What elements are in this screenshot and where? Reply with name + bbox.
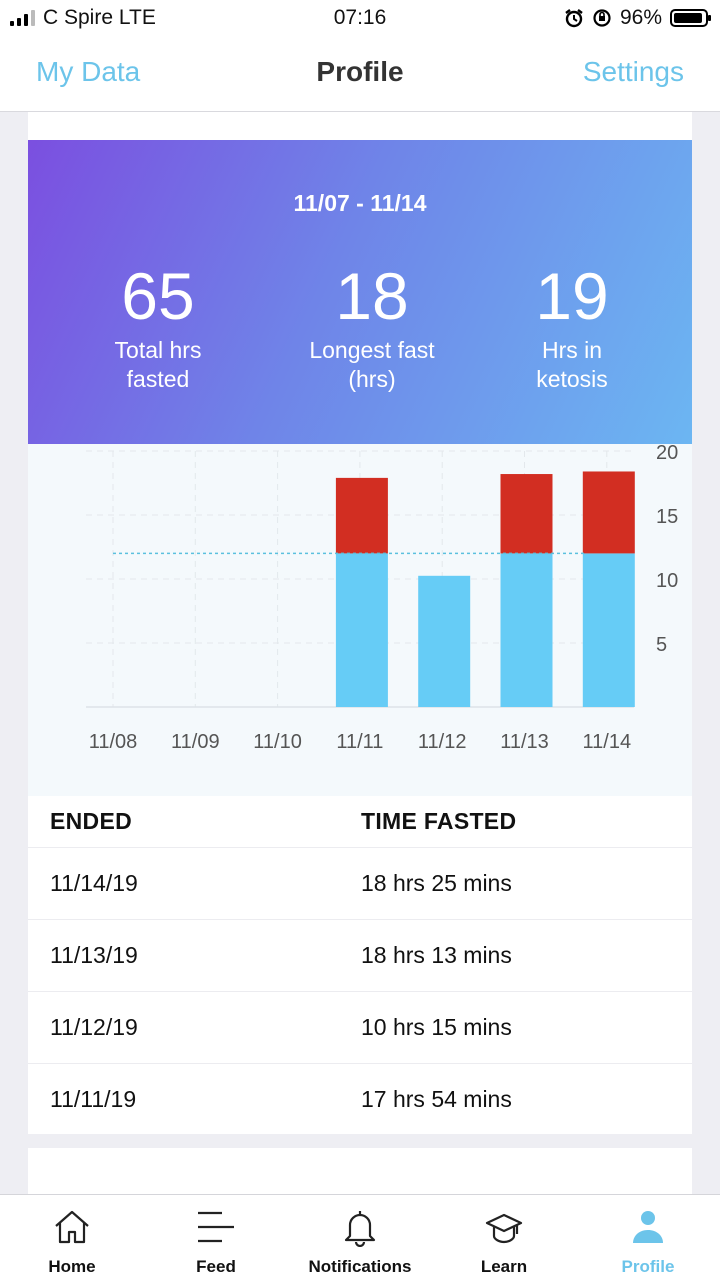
bar-ketosis <box>500 474 553 554</box>
table-header: ENDED TIME FASTED <box>28 796 692 848</box>
stat-value: 18 <box>335 259 409 333</box>
cell-ended: 11/12/19 <box>50 1014 138 1040</box>
nav-bar: My Data Profile Settings <box>0 36 720 112</box>
tab-label: Notifications <box>308 1257 412 1276</box>
alarm-icon <box>565 9 583 28</box>
bar-fasting <box>418 575 471 707</box>
summary-banner: 11/07 - 11/14 65 Total hrs fasted 18 Long… <box>28 140 692 444</box>
tab-learn[interactable]: Learn <box>432 1195 576 1280</box>
stat-label: Total hrs fasted <box>114 337 202 392</box>
cell-ended: 11/14/19 <box>50 870 138 896</box>
rotation-lock-icon <box>593 9 611 27</box>
person-icon <box>633 1211 663 1243</box>
tab-label: Home <box>48 1257 96 1276</box>
stat-longest-fast: 18 Longest fast (hrs) <box>272 258 472 394</box>
graduation-cap-icon <box>485 1213 523 1244</box>
settings-button[interactable]: Settings <box>582 56 684 87</box>
header-ended: ENDED <box>50 808 133 834</box>
fasting-chart: 5 10 15 20 11/08 11/09 11/10 11/11 11/12 11/13 11/… <box>28 444 692 796</box>
header-time-fasted: TIME FASTED <box>361 808 517 834</box>
feed-icon <box>198 1211 234 1243</box>
battery-icon <box>670 9 711 27</box>
tab-label: Feed <box>196 1257 236 1276</box>
x-tick-label: 11/08 <box>89 731 138 753</box>
bar-ketosis <box>335 477 388 554</box>
cell-time-fasted: 17 hrs 54 mins <box>361 1086 512 1112</box>
x-tick-label: 11/13 <box>500 731 549 753</box>
stat-label: Hrs in ketosis <box>536 337 608 392</box>
x-tick-label: 11/09 <box>171 731 220 753</box>
tab-profile[interactable]: Profile <box>576 1195 720 1280</box>
bell-icon <box>344 1211 376 1247</box>
bar-ketosis <box>582 471 635 554</box>
cell-time-fasted: 18 hrs 25 mins <box>361 870 512 896</box>
bar-fasting <box>335 553 388 707</box>
stat-total-hours: 65 Total hrs fasted <box>58 258 258 394</box>
stat-label: Longest fast (hrs) <box>309 337 435 392</box>
battery-percent: 96% <box>619 6 662 29</box>
y-tick-label: 20 <box>656 444 678 464</box>
tab-label: Profile <box>621 1257 675 1276</box>
stat-value: 65 <box>121 259 195 333</box>
y-tick-label: 10 <box>656 570 678 592</box>
cell-time-fasted: 10 hrs 15 mins <box>361 1014 512 1040</box>
x-tick-label: 11/10 <box>253 731 302 753</box>
x-tick-label: 11/12 <box>418 731 467 753</box>
x-tick-label: 11/14 <box>583 731 632 753</box>
cell-time-fasted: 18 hrs 13 mins <box>361 942 512 968</box>
table-row[interactable]: 11/13/19 18 hrs 13 mins <box>28 920 692 992</box>
status-bar: C Spire LTE 07:16 96% <box>0 0 720 36</box>
bar-fasting <box>500 553 553 707</box>
table-row[interactable]: 11/11/19 17 hrs 54 mins <box>28 1064 692 1136</box>
fasts-table: ENDED TIME FASTED 11/14/19 18 hrs 25 min… <box>28 796 692 1134</box>
stat-value: 19 <box>535 259 609 333</box>
tab-feed[interactable]: Feed <box>144 1195 288 1280</box>
cell-ended: 11/13/19 <box>50 942 138 968</box>
tab-home[interactable]: Home <box>0 1195 144 1280</box>
table-row[interactable]: 11/12/19 10 hrs 15 mins <box>28 992 692 1064</box>
status-left: C Spire LTE <box>10 6 156 30</box>
network-type: LTE <box>118 6 156 29</box>
table-row[interactable]: 11/14/19 18 hrs 25 mins <box>28 848 692 920</box>
home-icon <box>55 1210 89 1244</box>
page-title: Profile <box>316 56 404 87</box>
cell-ended: 11/11/19 <box>50 1086 137 1112</box>
fasting-bar-chart: 5 10 15 20 11/08 11/09 11/10 11/11 11/12 11/13 11/… <box>86 444 678 753</box>
signal-icon <box>10 10 35 26</box>
y-tick-label: 5 <box>656 634 667 656</box>
x-tick-label: 11/11 <box>336 731 383 753</box>
status-time: 07:16 <box>333 6 387 29</box>
date-range: 11/07 - 11/14 <box>293 190 427 216</box>
next-card <box>28 1148 692 1198</box>
carrier-name: C Spire <box>43 6 114 29</box>
status-right: 96% <box>564 6 711 30</box>
y-tick-label: 15 <box>656 506 678 528</box>
tab-label: Learn <box>480 1257 528 1276</box>
stat-ketosis-hours: 19 Hrs in ketosis <box>472 258 672 394</box>
bar-fasting <box>582 553 635 707</box>
tab-notifications[interactable]: Notifications <box>288 1195 432 1280</box>
tab-bar: Home Feed Notifications Learn Profile <box>0 1194 720 1280</box>
my-data-button[interactable]: My Data <box>36 56 141 87</box>
card-top-edge <box>28 112 692 140</box>
